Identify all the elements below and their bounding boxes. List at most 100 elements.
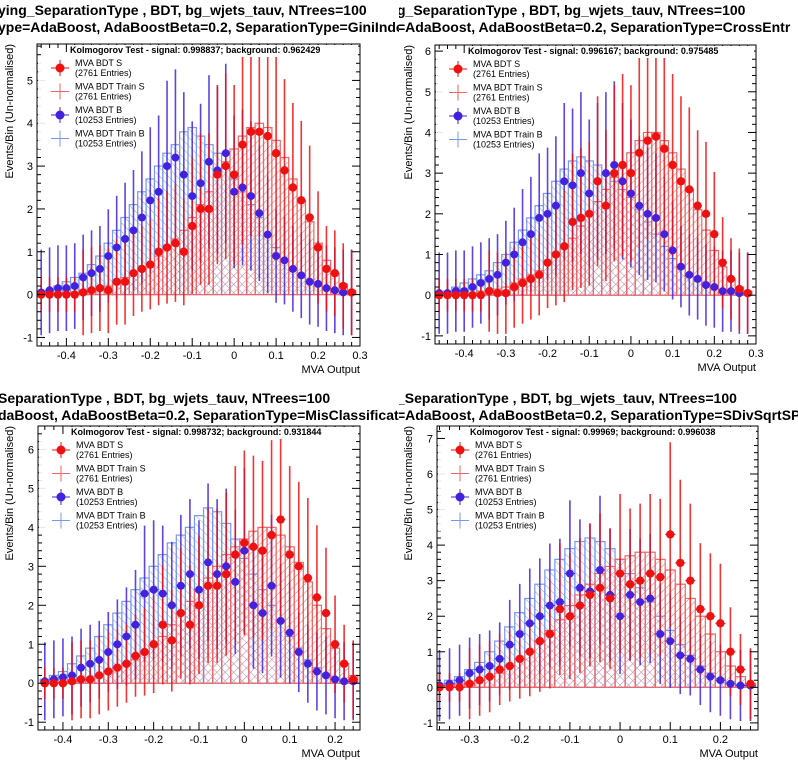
- point: [575, 583, 584, 592]
- point: [525, 619, 534, 628]
- chart-title-line2: daBoost, AdaBoostBeta=0.2, SeparationTyp…: [0, 407, 399, 423]
- legend-label: MVA BDT Train S: [475, 464, 545, 474]
- point: [140, 589, 149, 598]
- point: [535, 636, 545, 646]
- ks-background: [68, 427, 358, 439]
- point: [696, 604, 705, 614]
- x-tick-label: 0.1: [282, 734, 297, 746]
- point: [545, 601, 554, 610]
- y-tick-label: 1: [27, 247, 33, 259]
- plot-frame: [36, 43, 361, 347]
- point: [736, 681, 745, 690]
- legend-entries: (10253 Entries): [475, 521, 537, 531]
- legend-background: [38, 57, 130, 149]
- point: [58, 679, 68, 688]
- point: [246, 127, 256, 137]
- kolmogorov-test-text: Kolmogorov Test - signal: 0.99969; backg…: [470, 427, 715, 437]
- legend-entries: (10253 Entries): [475, 497, 537, 507]
- y-tick-label: 7: [427, 433, 433, 445]
- point: [455, 683, 464, 692]
- point: [113, 663, 122, 672]
- point: [576, 213, 586, 223]
- point: [543, 258, 552, 267]
- point: [330, 640, 340, 649]
- y-tick-label: 4: [27, 118, 33, 130]
- x-tick-label: 0: [617, 734, 623, 746]
- legend-entries: (10253 Entries): [76, 497, 138, 507]
- kolmogorov-test-text: Kolmogorov Test - signal: 0.998732; back…: [71, 427, 321, 437]
- legend: MVA BDT S(2761 Entries)MVA BDT Train S(2…: [39, 439, 146, 531]
- point: [485, 274, 494, 283]
- point: [706, 612, 715, 621]
- x-tick-label: -0.3: [496, 348, 515, 360]
- point: [526, 274, 536, 284]
- x-tick-label: 0.1: [268, 350, 283, 362]
- point: [204, 204, 214, 214]
- point: [146, 196, 155, 205]
- point: [568, 181, 577, 190]
- point: [676, 558, 685, 568]
- point: [501, 288, 511, 298]
- point: [137, 264, 147, 274]
- y-tick-label: 3: [427, 576, 433, 588]
- legend-label: MVA BDT S: [76, 440, 123, 450]
- plot-area: [39, 426, 359, 721]
- point: [167, 636, 176, 645]
- point: [222, 562, 231, 571]
- point: [726, 274, 736, 284]
- x-tick-label: 0.1: [663, 734, 678, 746]
- point: [188, 192, 197, 201]
- point: [515, 630, 524, 638]
- point: [70, 282, 79, 291]
- y-tick-label: 5: [27, 75, 33, 87]
- y-tick-label: 5: [28, 483, 34, 495]
- y-tick-label: -1: [23, 332, 33, 344]
- point: [146, 260, 155, 269]
- point: [651, 132, 661, 141]
- x-axis-label: MVA Output: [698, 362, 757, 374]
- point: [167, 601, 176, 610]
- legend-marker-dot: [55, 63, 65, 73]
- point: [314, 279, 323, 288]
- point: [551, 250, 561, 259]
- x-tick-label: -0.1: [183, 350, 202, 362]
- point: [693, 201, 702, 210]
- point: [122, 659, 131, 668]
- point: [685, 270, 694, 279]
- legend-label: MVA BDT B: [473, 106, 520, 116]
- chart-panel-2: g_SeparationType , BDT, bg_wjets_tauv, N…: [399, 0, 798, 386]
- point: [476, 290, 486, 300]
- point: [203, 581, 213, 590]
- point: [676, 262, 685, 271]
- chart-title-line2: =AdaBoost, AdaBoostBeta=0.2, SeparationT…: [399, 19, 791, 35]
- legend-label: MVA BDT B: [475, 487, 522, 497]
- legend-label: MVA BDT S: [75, 58, 122, 68]
- legend-marker-dot: [55, 110, 65, 120]
- point: [62, 284, 71, 293]
- y-tick-label: 2: [427, 611, 433, 623]
- y-tick-label: 0: [425, 290, 431, 302]
- point: [475, 676, 484, 685]
- point: [643, 209, 652, 218]
- point: [686, 576, 695, 585]
- x-tick-label: -0.1: [580, 348, 599, 360]
- point: [185, 620, 195, 629]
- point: [263, 230, 272, 239]
- point: [221, 161, 230, 171]
- ks-background: [67, 45, 358, 57]
- point: [137, 213, 146, 222]
- point: [113, 640, 122, 649]
- point: [312, 667, 321, 676]
- y-tick-label: 0: [27, 290, 33, 302]
- kolmogorov-test-text: Kolmogorov Test - signal: 0.996167; back…: [468, 46, 718, 56]
- point: [271, 149, 281, 158]
- point: [120, 277, 130, 286]
- x-tick-label: -0.3: [99, 734, 118, 746]
- y-axis-label: Events/Bin (Un-normalised): [4, 426, 16, 561]
- point: [276, 515, 285, 524]
- point: [568, 217, 577, 227]
- point: [104, 286, 113, 295]
- x-tick-label: 0.2: [707, 348, 722, 360]
- point: [154, 187, 163, 196]
- point: [240, 538, 249, 548]
